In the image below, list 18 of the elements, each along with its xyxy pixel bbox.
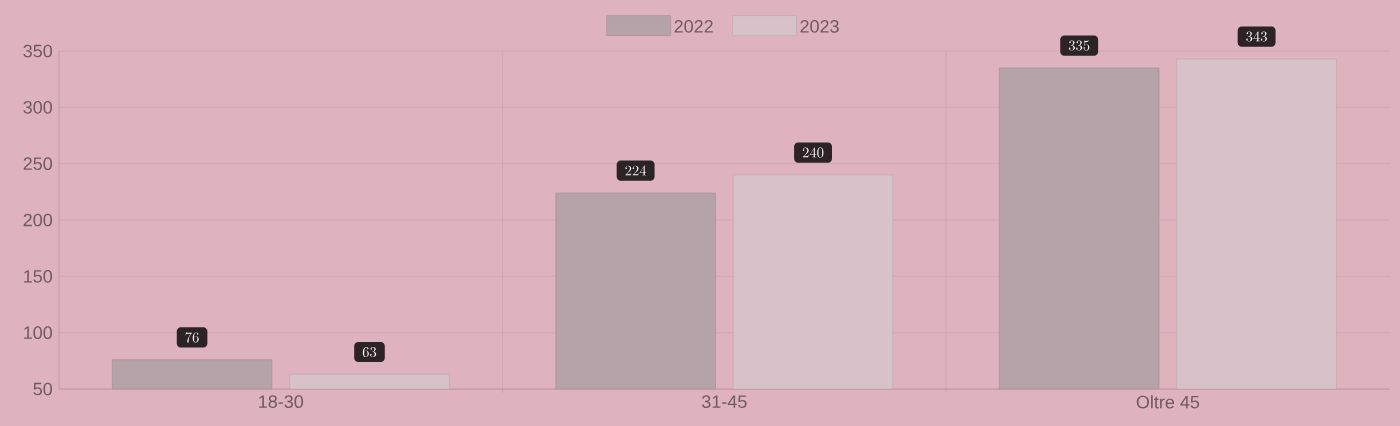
y-tick-label: 150 [24, 269, 53, 283]
data-label: 240 [802, 147, 824, 158]
data-label: 343 [1246, 31, 1267, 42]
data-label: 335 [1068, 40, 1090, 51]
y-tick-label: 200 [23, 213, 53, 227]
data-label: 63 [362, 347, 377, 358]
x-tick-label: 31-45 [702, 395, 747, 408]
data-label: 224 [625, 165, 647, 176]
y-tick-label: 100 [24, 326, 53, 340]
legend-label: 2023 [800, 20, 839, 33]
y-tick-label: 350 [23, 44, 53, 58]
x-tick-label: 18-30 [259, 395, 304, 408]
data-label: 76 [185, 332, 199, 343]
y-tick-label: 250 [23, 157, 53, 171]
legend-label: 2022 [674, 20, 713, 33]
y-tick-label: 50 [33, 382, 53, 396]
y-tick-label: 300 [23, 100, 53, 114]
x-tick-label: Oltre 45 [1136, 395, 1200, 409]
